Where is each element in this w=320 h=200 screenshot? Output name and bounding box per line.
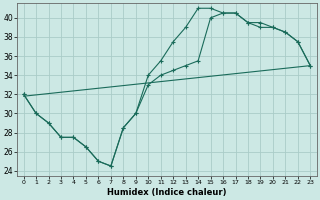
X-axis label: Humidex (Indice chaleur): Humidex (Indice chaleur) xyxy=(107,188,227,197)
